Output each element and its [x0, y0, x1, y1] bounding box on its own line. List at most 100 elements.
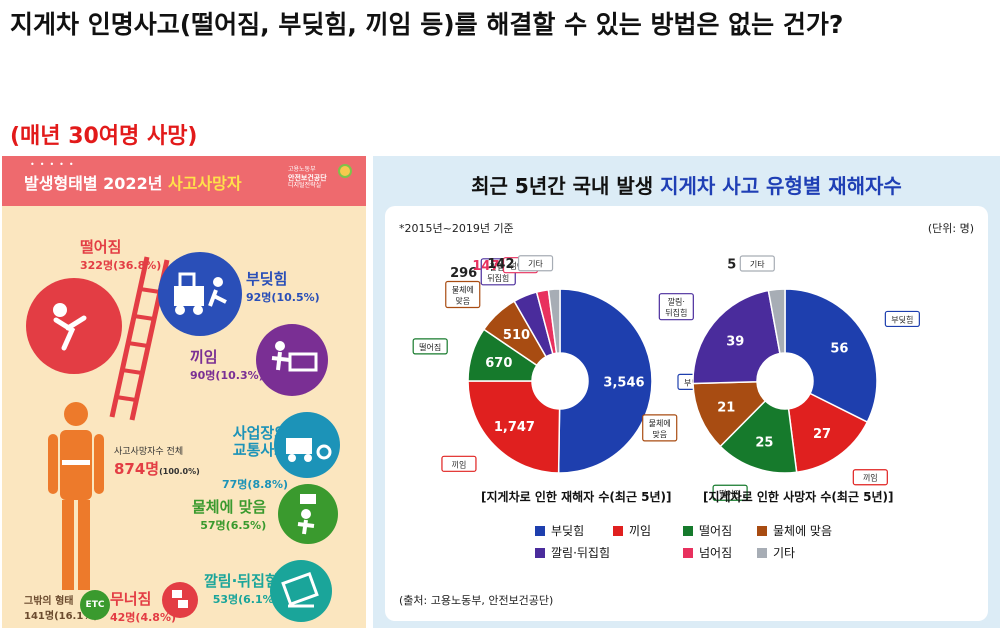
- legend-item: 부딪힘: [535, 522, 584, 539]
- slice-label-0-1: 끼임: [452, 460, 467, 469]
- legend-swatch: [535, 526, 545, 536]
- slice-label-0-4: 깔림·: [490, 262, 507, 272]
- legend-item: 떨어짐: [683, 522, 732, 539]
- chart-unit: (단위: 명): [927, 222, 974, 235]
- legend-label: 물체에 맞음: [773, 524, 833, 538]
- left-infographic-header: ••••• 발생형태별 2022년 사고사망자 고용노동부 안전보건공단 디지털…: [2, 156, 366, 206]
- chart-card: *2015년~2019년 기준 (단위: 명) 3,546 부딪힘 1,747 끼임 6…: [385, 206, 988, 621]
- overturn-icon: [270, 560, 332, 622]
- page-subtitle: (매년 30여명 사망): [10, 124, 198, 149]
- slice-label-0-4: 뒤집힘: [487, 273, 509, 283]
- legend-label: 넘어짐: [699, 546, 733, 560]
- chart-caption-injured: [지게차로 인한 재해자 수(최근 5년)]: [481, 490, 672, 504]
- total-label: 사고사망자수 전체: [114, 447, 184, 457]
- right-chart-panel: 최근 5년간 국내 발생 지게차 사고 유형별 재해자수 *2015년~2019…: [373, 156, 1000, 628]
- category-other: 그밖의 형태 141명(16.1%): [24, 596, 98, 622]
- slice-label-box-0-1: [441, 455, 477, 472]
- value-label-0-1: 1,747: [494, 420, 535, 435]
- slice-label-0-6: 기타: [528, 260, 543, 269]
- slice-1-1: [787, 392, 869, 474]
- legend-label: 떨어짐: [699, 524, 733, 538]
- slice-label-box-1-4: [658, 293, 694, 321]
- slice-1-0: [784, 288, 878, 424]
- slice-label-box-0-6: [517, 255, 554, 272]
- legend-swatch: [757, 548, 767, 558]
- etc-badge: ETC: [80, 590, 110, 620]
- outside-value-label-0-4: 296: [450, 266, 477, 281]
- slice-label-1-6: 기타: [750, 260, 765, 269]
- slice-label-1-2: 떨어짐: [719, 488, 741, 498]
- slice-label-box-1-6: [739, 255, 775, 272]
- category-overturn: 깔림·뒤집힘 53명(6.1%): [204, 572, 279, 606]
- slice-label-1-0: 부딪힘: [891, 314, 913, 324]
- value-label-1-2: 25: [755, 436, 773, 451]
- value-label-1-1: 27: [813, 427, 831, 442]
- agency-text: 고용노동부 안전보건공단 디지털전략실: [288, 166, 327, 189]
- traffic-icon: [274, 412, 340, 478]
- value-label-1-3: 21: [717, 400, 735, 415]
- legend-label: 부딪힘: [551, 524, 585, 538]
- legend-swatch: [613, 526, 623, 536]
- page-title: 지게차 인명사고(떨어짐, 부딪힘, 끼임 등)를 해결할 수 있는 방법은 없…: [10, 10, 844, 39]
- slice-1-2: [719, 399, 798, 474]
- left-infographic: ••••• 발생형태별 2022년 사고사망자 고용노동부 안전보건공단 디지털…: [2, 156, 366, 628]
- total-value: 874명(100.0%): [114, 460, 200, 478]
- legend-item: 깔림·뒤집힘: [535, 544, 610, 561]
- slice-label-box-1-0: [884, 310, 920, 328]
- chart-basis-note: *2015년~2019년 기준: [399, 222, 514, 235]
- legend-swatch: [757, 526, 767, 536]
- category-fall: 떨어짐 322명(36.8%): [80, 238, 162, 272]
- agency-logo: [338, 164, 352, 178]
- chart-title: 최근 5년간 국내 발생 지게차 사고 유형별 재해자수: [471, 174, 902, 198]
- slice-0-6: [547, 288, 561, 355]
- outside-value-label-0-5: 147: [472, 259, 499, 274]
- slice-label-1-3: 물체에: [649, 418, 671, 428]
- caught-icon: [256, 324, 328, 396]
- slice-label-0-2: 떨어짐: [419, 342, 441, 352]
- legend-label: 기타: [773, 546, 796, 560]
- legend-item: 넘어짐: [683, 544, 732, 561]
- slice-label-box-1-2: [712, 484, 748, 501]
- category-collapse: 무너짐 42명(4.8%): [110, 590, 176, 624]
- value-label-0-3: 510: [503, 328, 530, 343]
- legend-item: 끼임: [613, 522, 651, 539]
- left-infographic-title: 발생형태별 2022년 사고사망자: [24, 174, 242, 193]
- donut-charts: 3,546부딪힘1,747끼임670떨어짐510물체에맞음깔림·뒤집힘296넘어…: [412, 255, 920, 501]
- legend-swatch: [683, 548, 693, 558]
- slice-label-1-3: 맞음: [652, 429, 667, 439]
- legend-label: 끼임: [629, 524, 652, 538]
- slice-label-box-1-1: [852, 469, 888, 486]
- slice-label-1-1: 끼임: [863, 474, 878, 483]
- value-label-0-0: 3,546: [603, 375, 644, 390]
- legend-swatch: [535, 548, 545, 558]
- chart-caption-deaths: [지게차로 인한 사망자 수(최근 5년)]: [703, 490, 894, 504]
- struck-icon: [278, 484, 338, 544]
- category-struck: 물체에 맞음 57명(6.5%): [192, 498, 267, 532]
- fall-icon: [26, 278, 122, 374]
- chart-source: (출처: 고용노동부, 안전보건공단): [399, 594, 554, 607]
- legend-swatch: [683, 526, 693, 536]
- slice-label-box-0-2: [412, 338, 448, 355]
- legend-label: 깔림·뒤집힘: [551, 546, 611, 560]
- slice-label-0-3: 물체에: [452, 284, 474, 294]
- slice-label-1-4: 뒤집힘: [665, 308, 687, 318]
- slice-1-4: [692, 289, 781, 385]
- slice-label-box-1-3: [642, 414, 678, 442]
- collapse-icon: [162, 582, 198, 618]
- outside-value-label-1-6: 5: [727, 257, 736, 272]
- slice-1-6: [767, 288, 786, 355]
- slice-0-0: [557, 288, 653, 474]
- slice-label-1-4: 깔림·: [668, 297, 685, 307]
- value-label-1-0: 56: [830, 341, 848, 356]
- decorative-dots: •••••: [30, 160, 79, 169]
- legend-item: 기타: [757, 544, 795, 561]
- slice-0-1: [467, 380, 561, 474]
- worker-figure-icon: [48, 402, 104, 590]
- slice-label-0-3: 맞음: [455, 295, 470, 305]
- legend-item: 물체에 맞음: [757, 522, 832, 539]
- category-collision: 부딪힘 92명(10.5%): [246, 270, 320, 304]
- slice-label-box-0-3: [445, 280, 481, 309]
- value-label-1-4: 39: [726, 335, 744, 350]
- collision-icon: [158, 252, 242, 336]
